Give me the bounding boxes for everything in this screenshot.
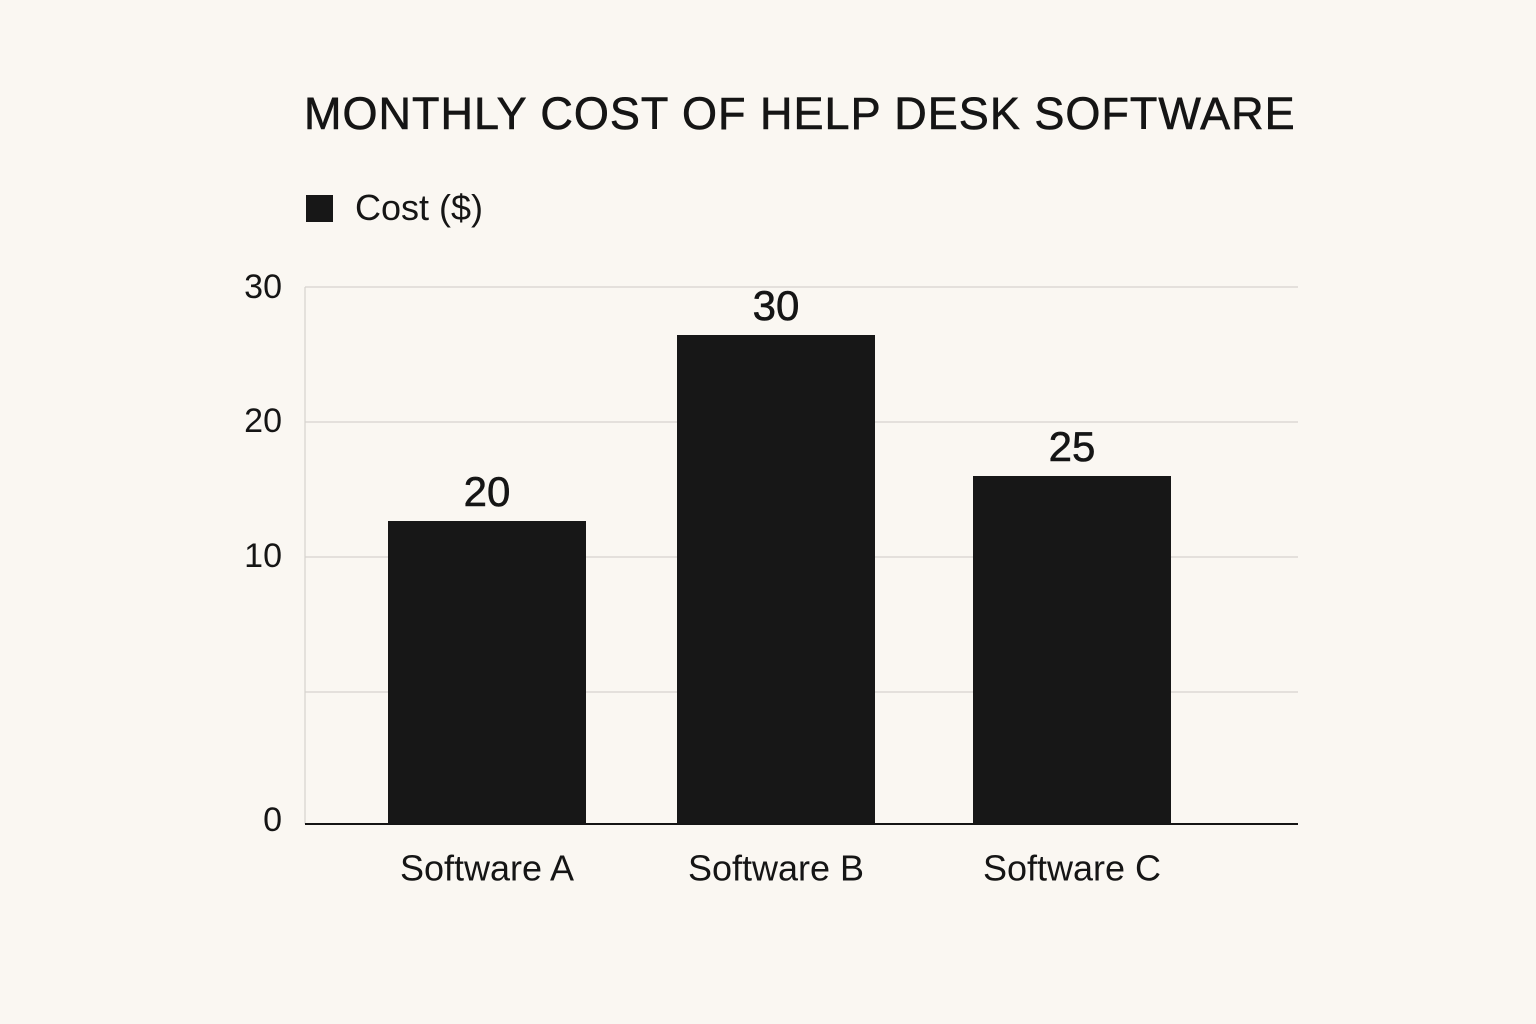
y-tick-label: 20 xyxy=(244,402,282,440)
x-tick-label: Software C xyxy=(983,848,1161,889)
bar-software-b xyxy=(677,335,875,824)
legend: Cost ($) xyxy=(306,186,483,230)
data-label: 30 xyxy=(753,282,800,329)
bar-software-a xyxy=(388,521,586,824)
x-tick-label: Software B xyxy=(688,848,864,889)
legend-swatch xyxy=(306,194,333,222)
y-tick-label: 30 xyxy=(244,268,282,306)
y-tick-label: 0 xyxy=(263,801,282,839)
legend-label: Cost ($) xyxy=(355,187,484,228)
bar-software-c xyxy=(973,476,1171,824)
y-tick-label: 10 xyxy=(244,537,282,575)
chart-title: MONTHLY COST OF HELP DESK SOFTWARE xyxy=(304,88,1296,140)
data-label: 20 xyxy=(464,468,511,515)
data-label: 25 xyxy=(1049,423,1096,470)
x-tick-label: Software A xyxy=(400,848,574,889)
